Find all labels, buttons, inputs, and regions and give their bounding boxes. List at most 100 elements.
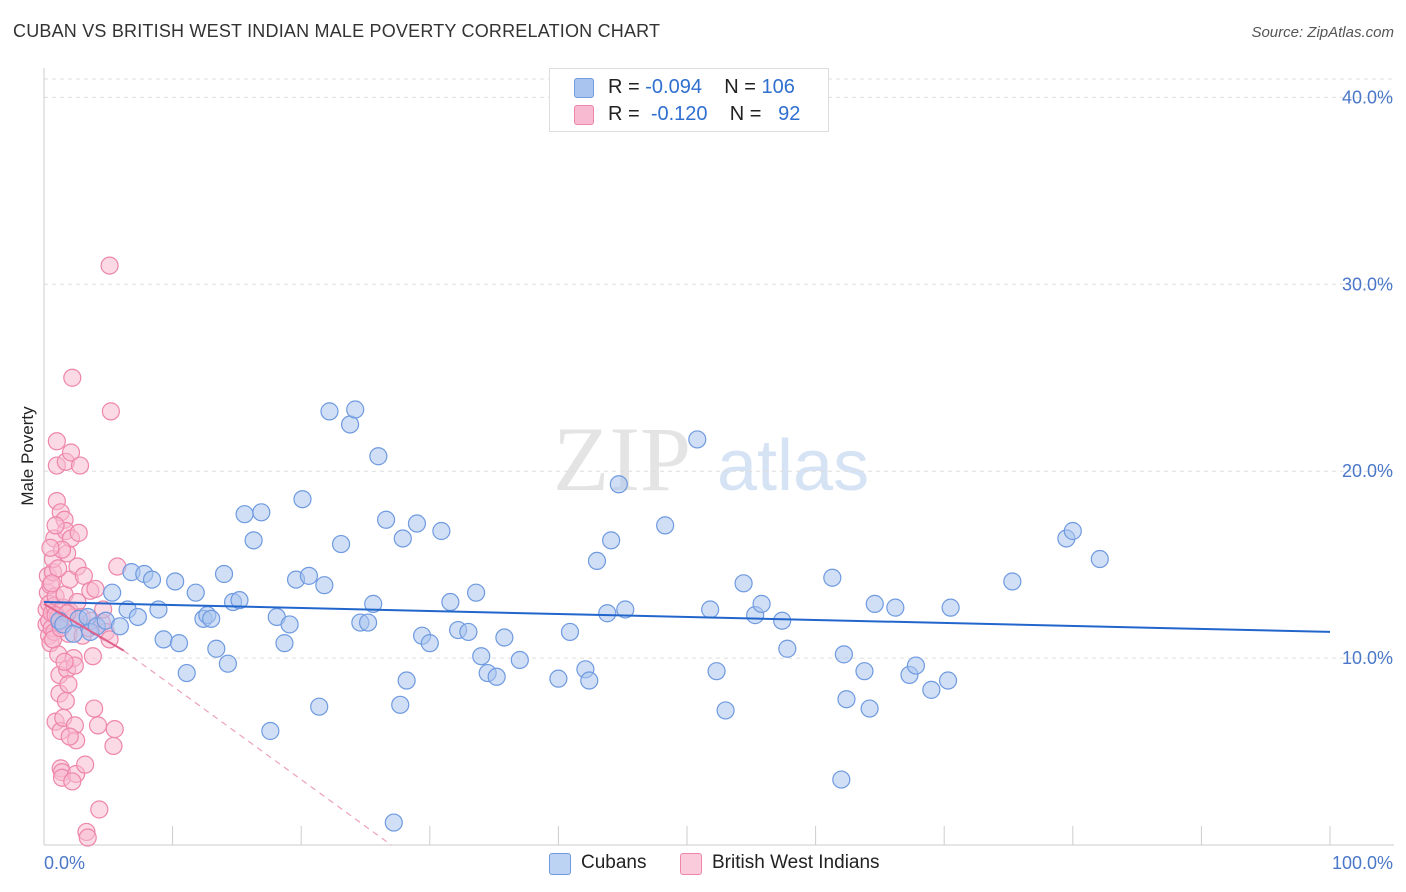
cuban-point [773, 611, 792, 630]
cuban-point [391, 695, 410, 714]
bwi-point [88, 716, 108, 735]
bwi-trend-line [43, 603, 125, 652]
cuban-point [128, 607, 147, 627]
cuban-point [142, 570, 162, 589]
cuban-point [315, 576, 334, 595]
watermark-atlas: atlas [717, 426, 869, 506]
r-value-cubans: -0.094 [645, 76, 702, 98]
cuban-point [922, 680, 941, 699]
cubans-points [50, 400, 1109, 832]
watermark: ZIP atlas [553, 408, 869, 510]
n-value-bwi: 92 [778, 103, 801, 125]
cuban-point [865, 594, 884, 613]
n-value-cubans: 106 [761, 76, 795, 98]
bwi-point [56, 691, 75, 711]
bwi-point [69, 523, 88, 542]
cuban-point [186, 583, 205, 602]
cuban-point [906, 656, 926, 675]
bwi-point [55, 652, 74, 671]
r-value-bwi: -0.120 [650, 103, 708, 125]
cuban-point [823, 568, 842, 587]
r-label: R = [608, 76, 640, 98]
cuban-point [169, 634, 189, 653]
cuban-point [560, 622, 580, 642]
cuban-point [202, 609, 221, 628]
cuban-point [938, 671, 958, 690]
cuban-point [466, 583, 486, 602]
cuban-point [280, 615, 299, 634]
bwi-point [83, 647, 102, 666]
legend-text-cubans: R = -0.094 N = 106 [608, 76, 795, 99]
cuban-point [472, 647, 491, 666]
bwi-point [85, 699, 104, 718]
bwi-point [86, 579, 105, 599]
cuban-point [299, 566, 319, 585]
cuban-point [688, 430, 707, 449]
cuban-point [716, 701, 735, 720]
legend-swatch-cubans [574, 78, 594, 98]
cuban-point [837, 690, 856, 709]
bwi-point [76, 755, 95, 774]
bwi-point [100, 630, 119, 649]
cuban-point [376, 510, 396, 529]
cuban-point [860, 699, 879, 718]
cuban-point [616, 600, 635, 619]
bottom-legend-swatch-cubans [549, 853, 571, 875]
tick-labels: 10.0% 20.0% 30.0% 40.0% 0.0% 100.0% [44, 87, 1393, 873]
cuban-point [707, 662, 726, 681]
chart-title: CUBAN VS BRITISH WEST INDIAN MALE POVERT… [13, 21, 661, 41]
cuban-point [1063, 521, 1082, 541]
cuban-point [293, 490, 312, 509]
bwi-point [74, 566, 93, 585]
bwi-point [90, 800, 109, 819]
gridlines [44, 78, 1394, 659]
bwi-point [41, 538, 60, 557]
cuban-point [855, 662, 874, 681]
cuban-point [432, 521, 451, 541]
x-tick-label: 100.0% [1332, 853, 1393, 873]
cuban-point [393, 529, 412, 548]
bottom-legend-label-cubans: Cubans [581, 852, 647, 873]
cuban-point [207, 639, 226, 658]
n-label: N = [724, 76, 756, 98]
x-tick-label: 0.0% [44, 853, 85, 873]
cuban-point [310, 697, 329, 716]
cuban-point [103, 583, 122, 602]
cuban-point [832, 770, 851, 789]
cuban-point [609, 475, 628, 494]
cuban-point [244, 531, 263, 550]
bwi-point [61, 443, 81, 462]
bwi-trend-extension [123, 650, 392, 846]
cuban-point [384, 813, 403, 832]
cuban-point [1003, 572, 1022, 591]
cuban-point [598, 604, 617, 623]
cuban-point [602, 531, 621, 550]
bwi-point [70, 456, 90, 475]
cuban-point [420, 634, 439, 653]
cuban-point [331, 534, 351, 554]
cuban-point [886, 598, 905, 617]
cuban-point [1090, 549, 1109, 569]
cuban-point [587, 551, 607, 571]
cuban-point [218, 654, 237, 673]
y-tick-label: 30.0% [1342, 274, 1393, 294]
cuban-point [369, 447, 388, 466]
cuban-point [320, 402, 339, 421]
cuban-point [487, 667, 506, 686]
cuban-point [235, 505, 254, 524]
bwi-point [100, 256, 119, 275]
cuban-point [580, 671, 599, 690]
cuban-point [230, 591, 249, 610]
axes [43, 68, 1394, 846]
cuban-point [510, 650, 529, 670]
bwi-point [63, 772, 82, 791]
bwi-point [101, 402, 120, 421]
cuban-point [752, 594, 771, 613]
cuban-point [110, 617, 129, 636]
cuban-point [734, 574, 753, 593]
y-tick-label: 20.0% [1342, 461, 1393, 481]
cuban-point [358, 613, 378, 632]
cuban-point [701, 600, 720, 619]
y-tick-label: 40.0% [1342, 87, 1393, 107]
cuban-point [261, 721, 280, 741]
